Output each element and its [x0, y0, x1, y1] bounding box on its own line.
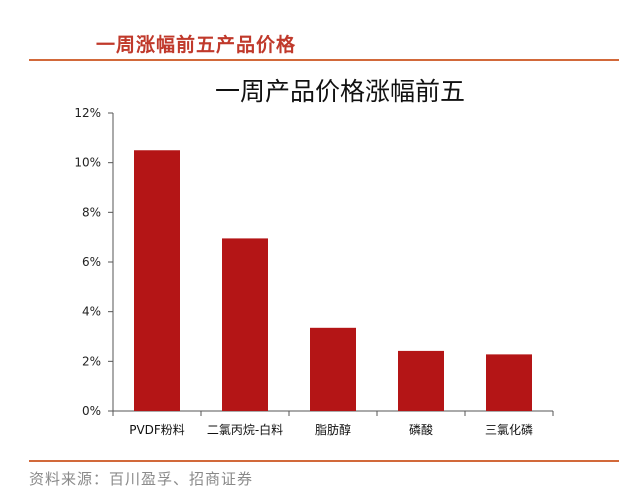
y-tick-label: 8% [82, 205, 101, 219]
x-tick-label: 脂肪醇 [315, 422, 351, 437]
bar [310, 327, 356, 411]
section-title: 一周涨幅前五产品价格 [96, 34, 297, 56]
bar [222, 238, 268, 411]
y-tick-label: 0% [82, 404, 101, 418]
footer-divider [29, 460, 619, 462]
chart-bars [134, 150, 532, 411]
chart-axes: 0% 2% 4% 6% 8% 10% 12% [74, 106, 554, 418]
bar [398, 350, 444, 411]
y-tick-label: 10% [74, 156, 101, 170]
x-tick-label: PVDF粉料 [129, 423, 185, 437]
y-tick-label: 2% [82, 354, 101, 368]
chart-x-labels: PVDF粉料 二氯丙烷-白料 脂肪醇 磷酸 三氯化磷 [129, 422, 533, 437]
header-divider [29, 59, 619, 61]
x-tick-label: 磷酸 [409, 422, 433, 437]
y-tick-label: 6% [82, 255, 101, 269]
chart-title: 一周产品价格涨幅前五 [215, 77, 465, 106]
source-note: 资料来源：百川盈孚、招商证券 [29, 470, 254, 488]
x-tick-label: 三氯化磷 [485, 422, 533, 437]
y-tick-label: 12% [74, 106, 101, 120]
bar [134, 150, 180, 411]
bar [486, 354, 532, 411]
y-tick-label: 4% [82, 305, 101, 319]
x-tick-label: 二氯丙烷-白料 [207, 422, 283, 437]
